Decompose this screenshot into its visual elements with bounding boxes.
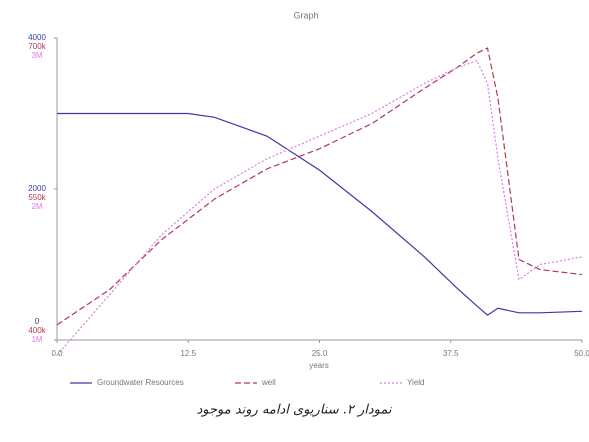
caption: نمودار ۲. سناریوی ادامه روند موجود bbox=[196, 403, 391, 418]
y-tick-label: 3M bbox=[31, 51, 42, 60]
chart-title: Graph bbox=[293, 10, 318, 20]
y-tick-label: 400k bbox=[28, 326, 46, 335]
y-tick-label: 2M bbox=[31, 202, 42, 211]
legend-label: well bbox=[261, 378, 276, 387]
y-tick-label: 700k bbox=[28, 42, 46, 51]
x-tick-label: 12.5 bbox=[180, 349, 196, 358]
y-tick-label: 2000 bbox=[28, 184, 46, 193]
legend-label: Yield bbox=[407, 378, 425, 387]
y-tick-label: 1M bbox=[31, 335, 42, 344]
legend-label: Groundwater Resources bbox=[97, 378, 184, 387]
y-tick-label: 4000 bbox=[28, 33, 46, 42]
y-tick-label: 0 bbox=[35, 317, 40, 326]
series-line bbox=[56, 47, 583, 326]
x-tick-label: 25.0 bbox=[312, 349, 328, 358]
series-line bbox=[56, 59, 583, 356]
y-tick-label: 550k bbox=[28, 193, 46, 202]
x-tick-label: 37.5 bbox=[443, 349, 459, 358]
series-line bbox=[57, 112, 583, 316]
x-tick-label: 50.0 bbox=[574, 349, 589, 358]
x-tick-label: 0.0 bbox=[51, 349, 63, 358]
x-axis-label: years bbox=[309, 361, 329, 370]
